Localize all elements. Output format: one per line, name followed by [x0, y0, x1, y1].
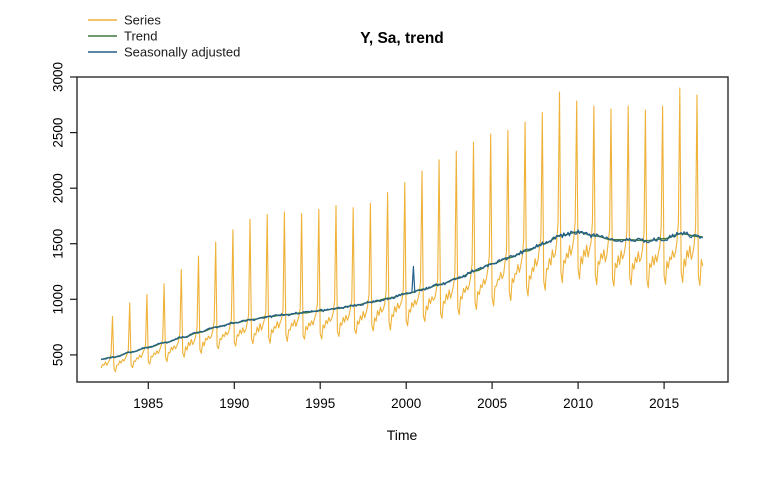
y-tick-label: 2500: [51, 118, 66, 148]
x-axis: 1985 1990 1995 2000 2005 2010 2015: [133, 382, 679, 411]
legend-item-seasonally-adjusted: Seasonally adjusted: [88, 45, 240, 60]
plot-box: [76, 76, 729, 383]
legend-item-series: Series: [88, 13, 161, 28]
plot-lines: [100, 87, 704, 373]
legend: Series Trend Seasonally adjusted: [88, 13, 240, 60]
legend-sa-label: Seasonally adjusted: [124, 45, 240, 60]
x-tick-label: 2005: [477, 396, 507, 411]
y-tick-label: 2000: [51, 173, 66, 203]
legend-item-trend: Trend: [88, 29, 157, 44]
x-tick-label: 1985: [133, 396, 163, 411]
y-tick-label: 500: [51, 344, 66, 367]
chart-title: Y, Sa, trend: [360, 30, 444, 47]
seasonally-adjusted-line: [100, 229, 704, 361]
x-axis-label: Time: [387, 427, 418, 443]
x-tick-label: 2000: [391, 396, 421, 411]
legend-trend-label: Trend: [124, 29, 157, 44]
y-tick-label: 1500: [51, 229, 66, 259]
x-tick-label: 1990: [219, 396, 249, 411]
y-tick-label: 1000: [51, 284, 66, 314]
y-tick-label: 3000: [51, 62, 66, 92]
x-tick-label: 1995: [305, 396, 335, 411]
x-tick-label: 2010: [563, 396, 593, 411]
x-tick-label: 2015: [649, 396, 679, 411]
y-axis: 500 1000 1500 2000 2500 3000: [51, 62, 77, 367]
legend-series-label: Series: [124, 13, 161, 28]
series-line: [100, 87, 704, 373]
